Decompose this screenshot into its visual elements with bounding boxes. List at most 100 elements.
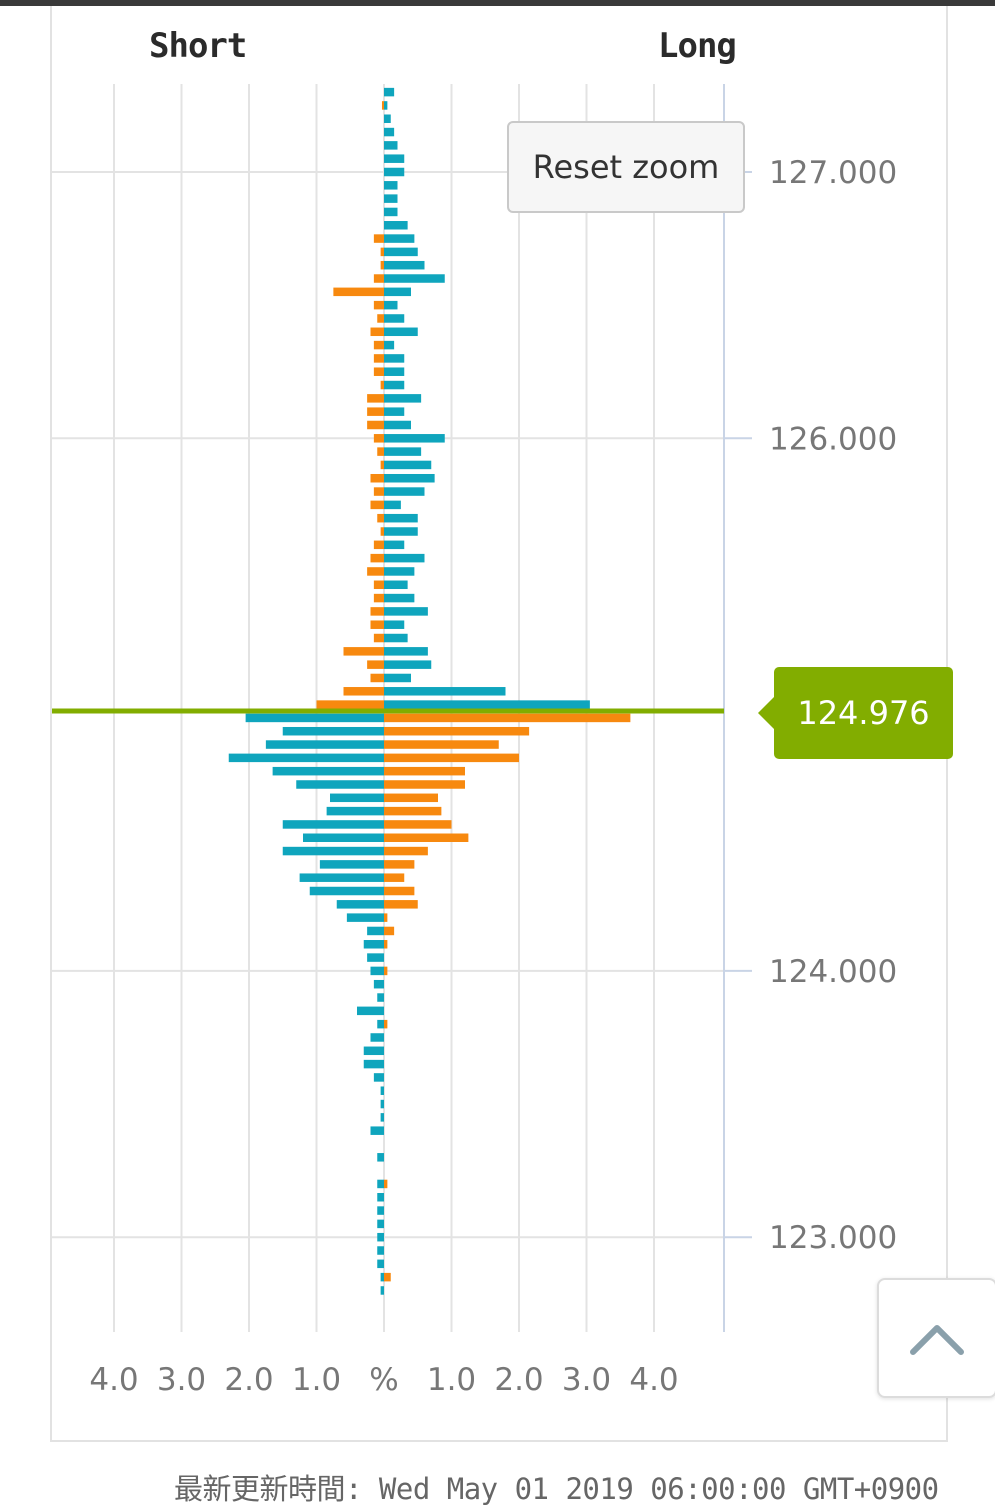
short-bar-124.6[interactable] bbox=[326, 806, 384, 816]
long-bar-125.55[interactable] bbox=[384, 553, 425, 563]
short-bar-125.7[interactable] bbox=[377, 513, 384, 523]
short-bar-126.1[interactable] bbox=[367, 407, 384, 416]
short-bar-124.5[interactable] bbox=[303, 833, 384, 843]
short-bar-123.15[interactable] bbox=[377, 1193, 384, 1202]
long-bar-125.3[interactable] bbox=[384, 620, 405, 629]
short-bar-123.8[interactable] bbox=[377, 1019, 384, 1029]
short-bar-125.65[interactable] bbox=[380, 527, 384, 536]
scroll-to-top-button[interactable] bbox=[877, 1278, 995, 1398]
short-bar-125.9[interactable] bbox=[380, 460, 384, 470]
short-bar-125.85[interactable] bbox=[370, 473, 385, 483]
long-bar-124.85[interactable] bbox=[384, 740, 499, 749]
long-bar-125.9[interactable] bbox=[384, 460, 432, 470]
short-bar-126.4[interactable] bbox=[370, 327, 385, 337]
short-bar-123.45[interactable] bbox=[380, 1113, 384, 1122]
short-bar-124.85[interactable] bbox=[265, 740, 384, 749]
short-bar-125.45[interactable] bbox=[373, 580, 384, 590]
short-bar-124.45[interactable] bbox=[282, 846, 384, 856]
long-bar-124[interactable] bbox=[384, 966, 388, 976]
short-bar-126.6[interactable] bbox=[373, 274, 384, 283]
short-bar-123.85[interactable] bbox=[357, 1006, 384, 1016]
long-bar-126.9[interactable] bbox=[384, 194, 398, 203]
long-bar-127.1[interactable] bbox=[384, 141, 398, 150]
short-bar-123.9[interactable] bbox=[377, 993, 384, 1002]
long-bar-124.1[interactable] bbox=[384, 940, 388, 949]
long-bar-125.65[interactable] bbox=[384, 527, 418, 536]
long-bar-124.6[interactable] bbox=[384, 806, 442, 816]
long-bar-124.9[interactable] bbox=[384, 726, 530, 736]
short-bar-122.9[interactable] bbox=[377, 1259, 384, 1269]
long-bar-124.3[interactable] bbox=[384, 886, 415, 896]
short-bar-123.6[interactable] bbox=[373, 1073, 384, 1082]
long-bar-124.35[interactable] bbox=[384, 873, 405, 882]
short-bar-124.9[interactable] bbox=[282, 726, 384, 736]
short-bar-125.2[interactable] bbox=[343, 647, 385, 656]
long-bar-125.85[interactable] bbox=[384, 473, 435, 483]
short-bar-124.1[interactable] bbox=[363, 940, 384, 949]
short-bar-123.5[interactable] bbox=[380, 1099, 384, 1109]
short-bar-125.3[interactable] bbox=[370, 620, 385, 629]
short-bar-122.8[interactable] bbox=[380, 1286, 384, 1295]
short-bar-123.1[interactable] bbox=[377, 1206, 384, 1215]
long-bar-125.45[interactable] bbox=[384, 580, 408, 590]
long-bar-125.1[interactable] bbox=[384, 673, 411, 683]
long-bar-125.15[interactable] bbox=[384, 660, 432, 669]
long-bar-126.7[interactable] bbox=[384, 247, 418, 257]
long-bar-125.4[interactable] bbox=[384, 593, 415, 603]
long-bar-125.2[interactable] bbox=[384, 647, 428, 656]
short-bar-124.05[interactable] bbox=[367, 953, 384, 962]
long-bar-125.75[interactable] bbox=[384, 500, 401, 510]
long-bar-127.2[interactable] bbox=[384, 114, 391, 123]
short-bar-124.55[interactable] bbox=[282, 820, 384, 829]
short-bar-125.5[interactable] bbox=[367, 567, 384, 576]
short-bar-126.65[interactable] bbox=[380, 260, 384, 270]
short-bar-126.7[interactable] bbox=[380, 247, 384, 257]
short-bar-126.3[interactable] bbox=[373, 354, 384, 363]
long-bar-124.15[interactable] bbox=[384, 926, 395, 936]
short-bar-124.65[interactable] bbox=[330, 793, 384, 803]
long-bar-124.7[interactable] bbox=[384, 780, 465, 789]
long-bar-124.95[interactable] bbox=[384, 713, 631, 723]
short-bar-125.15[interactable] bbox=[367, 660, 384, 669]
short-bar-125.55[interactable] bbox=[370, 553, 385, 563]
short-bar-126.05[interactable] bbox=[367, 420, 384, 430]
short-bar-126.45[interactable] bbox=[377, 314, 384, 323]
short-bar-123.05[interactable] bbox=[377, 1219, 384, 1229]
long-bar-126.4[interactable] bbox=[384, 327, 418, 337]
short-bar-125.95[interactable] bbox=[377, 447, 384, 456]
long-bar-127.15[interactable] bbox=[384, 127, 395, 137]
short-bar-126.2[interactable] bbox=[380, 380, 384, 390]
short-bar-123.4[interactable] bbox=[370, 1126, 385, 1135]
short-bar-124.8[interactable] bbox=[228, 753, 384, 763]
short-bar-123.3[interactable] bbox=[377, 1153, 384, 1162]
short-bar-125.1[interactable] bbox=[370, 673, 385, 683]
short-bar-124.15[interactable] bbox=[367, 926, 384, 936]
long-bar-126.35[interactable] bbox=[384, 340, 395, 350]
long-bar-125[interactable] bbox=[384, 700, 590, 709]
long-bar-124.5[interactable] bbox=[384, 833, 469, 843]
short-bar-124.25[interactable] bbox=[336, 900, 384, 909]
short-bar-123.65[interactable] bbox=[363, 1059, 384, 1069]
long-bar-126.65[interactable] bbox=[384, 260, 425, 270]
long-bar-126.6[interactable] bbox=[384, 274, 445, 283]
long-bar-126.2[interactable] bbox=[384, 380, 405, 390]
short-bar-127.25[interactable] bbox=[381, 101, 384, 110]
short-bar-126.75[interactable] bbox=[373, 234, 384, 243]
short-bar-126.55[interactable] bbox=[333, 287, 384, 297]
short-bar-125.75[interactable] bbox=[370, 500, 385, 510]
long-bar-126.5[interactable] bbox=[384, 300, 398, 310]
long-bar-125.5[interactable] bbox=[384, 567, 415, 576]
long-bar-124.8[interactable] bbox=[384, 753, 519, 763]
long-bar-127.25[interactable] bbox=[384, 101, 388, 110]
long-bar-124.4[interactable] bbox=[384, 860, 415, 869]
long-bar-123.8[interactable] bbox=[384, 1019, 388, 1029]
long-bar-126.85[interactable] bbox=[384, 207, 398, 217]
short-bar-123.95[interactable] bbox=[373, 979, 384, 989]
short-bar-125.05[interactable] bbox=[343, 687, 385, 696]
short-bar-126.5[interactable] bbox=[373, 300, 384, 310]
short-bar-124.3[interactable] bbox=[309, 886, 384, 896]
short-bar-122.95[interactable] bbox=[377, 1246, 384, 1255]
long-bar-126.1[interactable] bbox=[384, 407, 405, 416]
long-bar-126.95[interactable] bbox=[384, 181, 398, 190]
long-bar-126.45[interactable] bbox=[384, 314, 405, 323]
